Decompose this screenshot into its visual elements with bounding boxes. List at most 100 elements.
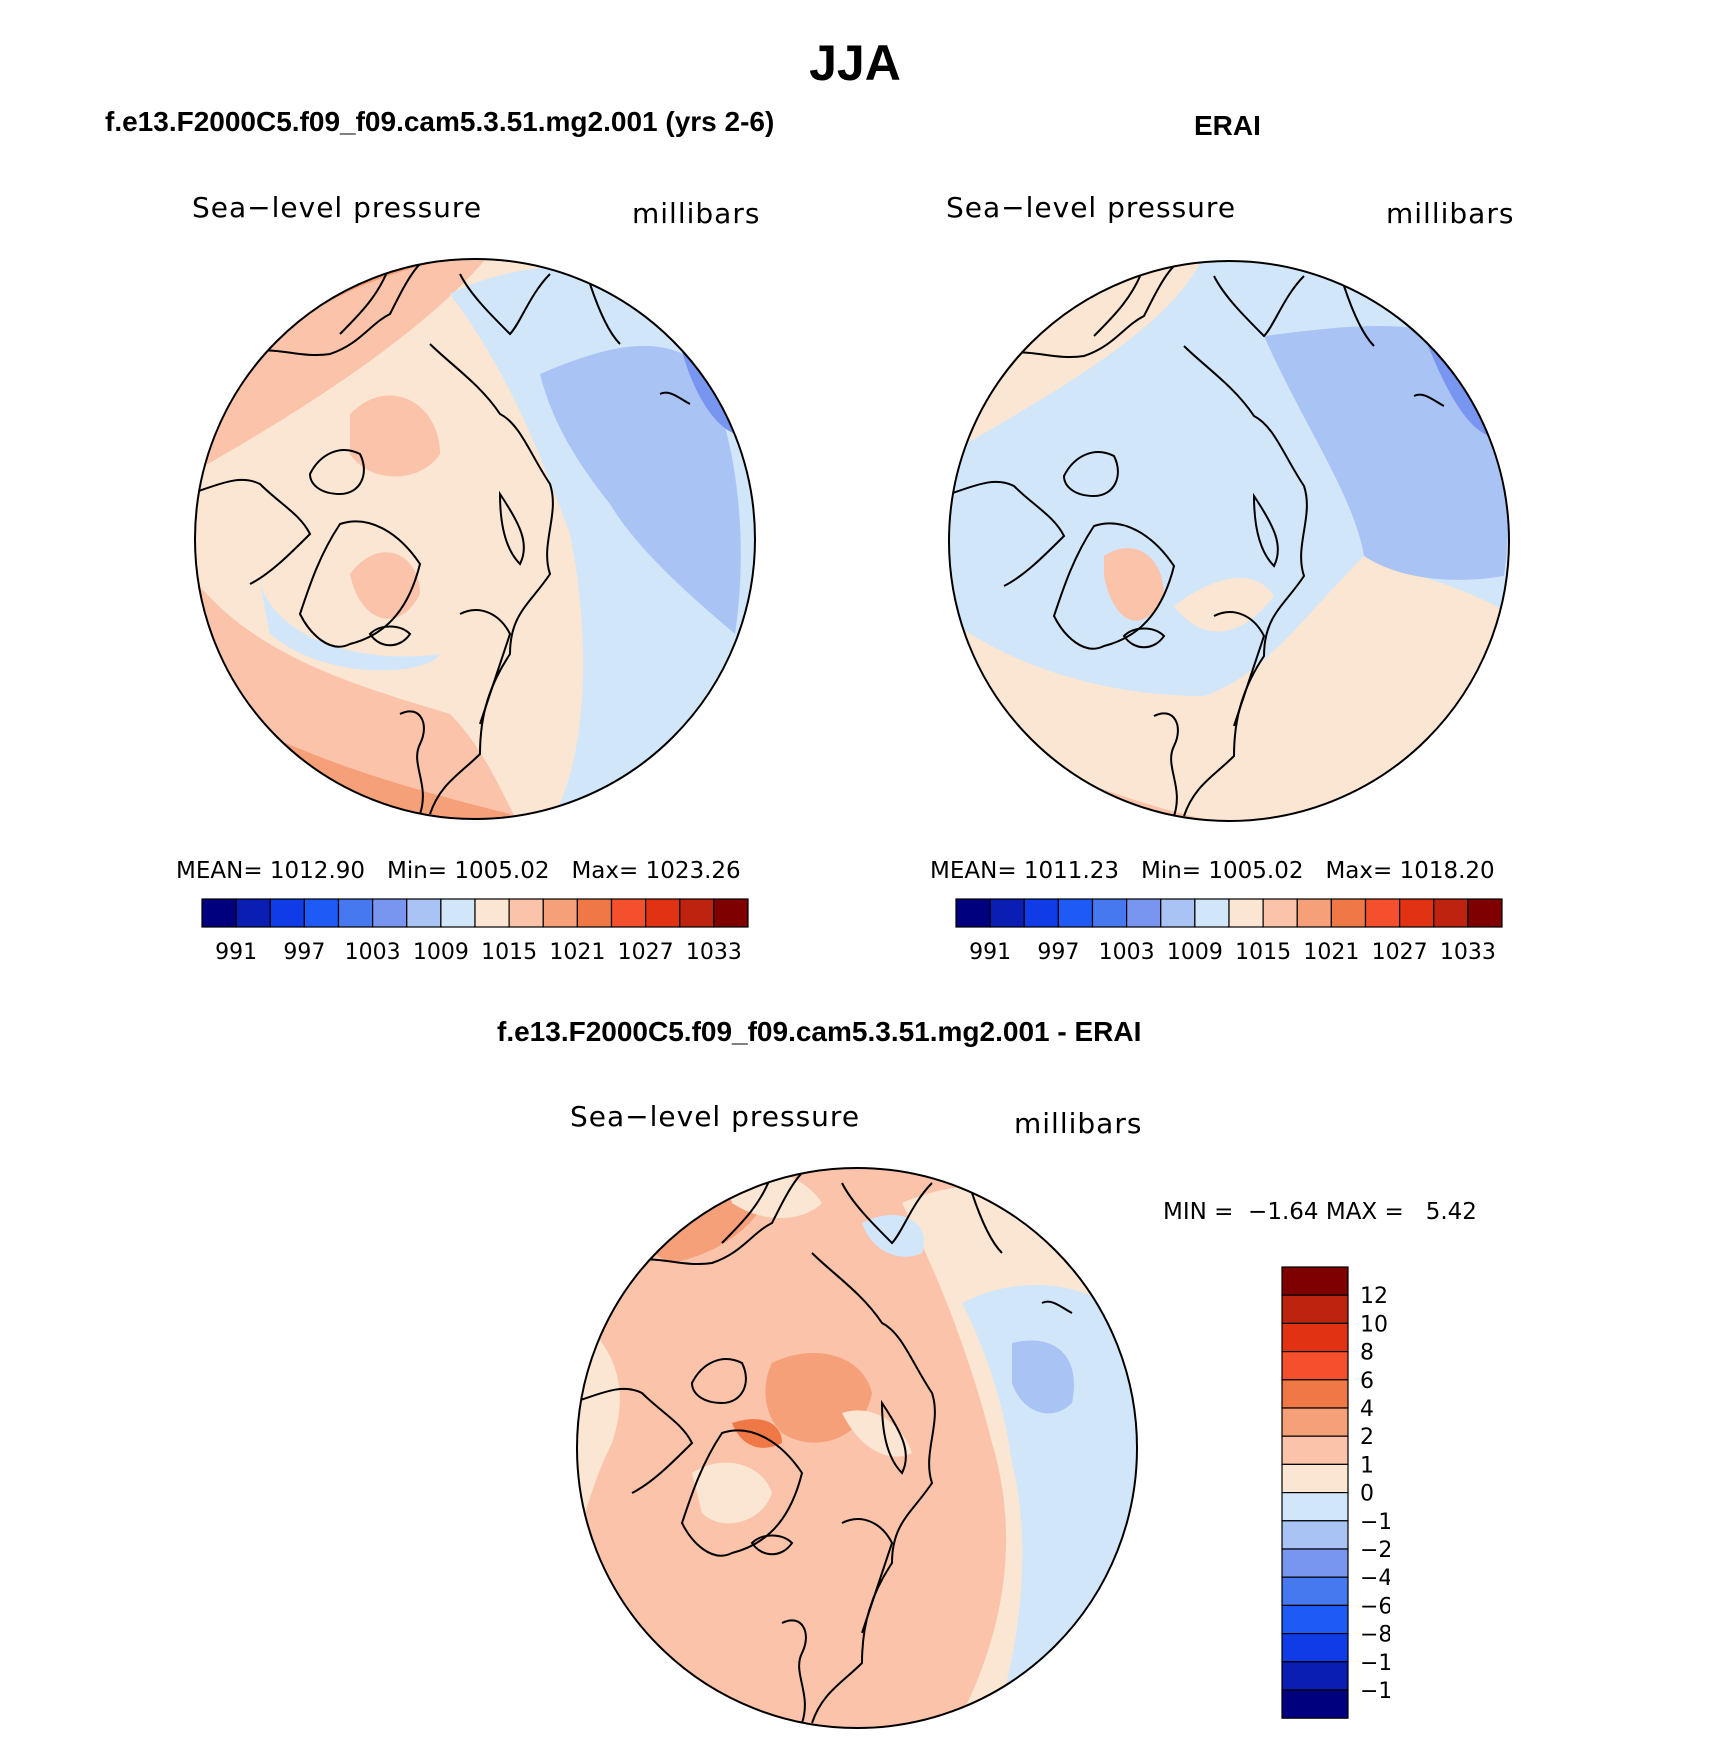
colorbar-tick-label: 991 bbox=[969, 940, 1011, 965]
panel-2-max-label: Max= bbox=[1325, 858, 1393, 884]
panel-2-units-label: millibars bbox=[1386, 197, 1515, 230]
colorbar-tick-label: 1015 bbox=[481, 940, 537, 965]
panel-1-units-label: millibars bbox=[632, 197, 761, 230]
panel-2-max-value: 1018.20 bbox=[1399, 858, 1495, 884]
panel-2-variable-label: Sea−level pressure bbox=[946, 191, 1237, 224]
colorbar-tick-label: 1033 bbox=[1440, 940, 1496, 965]
colorbar-box bbox=[610, 898, 647, 928]
panel-1-polar-map bbox=[194, 258, 756, 820]
colorbar-box bbox=[1281, 1322, 1349, 1353]
colorbar-box bbox=[1330, 898, 1367, 928]
diff-min-max: MIN = −1.64 MAX = 5.42 bbox=[1163, 1199, 1477, 1225]
colorbar-tick-label: 1021 bbox=[549, 940, 605, 965]
colorbar-tick-label: −1 bbox=[1360, 1510, 1390, 1535]
colorbar-box bbox=[235, 898, 271, 928]
colorbar-box bbox=[1281, 1407, 1349, 1437]
colorbar-box bbox=[1281, 1294, 1349, 1325]
colorbar-box bbox=[1262, 898, 1298, 928]
colorbar-tick-label: 12 bbox=[1360, 1284, 1388, 1309]
colorbar-tick-label: 6 bbox=[1360, 1369, 1374, 1394]
main-title: JJA bbox=[809, 35, 901, 91]
colorbar-box bbox=[201, 898, 237, 928]
diff-panel-units-label: millibars bbox=[1014, 1107, 1143, 1140]
panel-2-colorbar: 991 997 1003 1009 1015 1021 1027 1033 bbox=[955, 898, 1503, 965]
colorbar-box bbox=[576, 898, 613, 928]
colorbar-box bbox=[269, 898, 305, 928]
colorbar-box bbox=[1281, 1266, 1349, 1296]
colorbar-box bbox=[1126, 898, 1162, 928]
panel-2-min-label: Min= bbox=[1140, 858, 1202, 884]
colorbar-box bbox=[1281, 1689, 1349, 1719]
colorbar-box bbox=[1467, 898, 1503, 928]
panel-1-min-label: Min= bbox=[386, 858, 448, 884]
colorbar-box bbox=[1281, 1379, 1349, 1409]
colorbar-tick-label: 8 bbox=[1360, 1341, 1374, 1366]
colorbar-box bbox=[1228, 898, 1264, 928]
colorbar-tick-label: −12 bbox=[1360, 1679, 1390, 1704]
diff-polar-map bbox=[576, 1167, 1138, 1729]
panel-2-min-value: 1005.02 bbox=[1208, 858, 1304, 884]
colorbar-tick-label: 4 bbox=[1360, 1397, 1374, 1422]
panel-2-polar-map bbox=[948, 260, 1510, 822]
colorbar-box bbox=[1160, 898, 1196, 928]
panel-1-variable-label: Sea−level pressure bbox=[192, 191, 483, 224]
panel-1-mean-label: MEAN= bbox=[176, 858, 263, 884]
colorbar-tick-label: 1009 bbox=[1167, 940, 1223, 965]
colorbar-box bbox=[303, 898, 340, 928]
colorbar-box bbox=[1281, 1520, 1349, 1550]
diff-min-value: −1.64 bbox=[1248, 1199, 1319, 1225]
panel-1-max-label: Max= bbox=[571, 858, 639, 884]
colorbar-tick-label: 997 bbox=[1037, 940, 1079, 965]
colorbar-tick-label: 1015 bbox=[1235, 940, 1291, 965]
colorbar-tick-label: 10 bbox=[1360, 1312, 1388, 1337]
colorbar-box bbox=[508, 898, 544, 928]
diff-panel-title: f.e13.F2000C5.f09_f09.cam5.3.51.mg2.001 … bbox=[497, 1016, 1142, 1047]
panel-1-coastlines bbox=[195, 263, 691, 815]
colorbar-tick-label: 1033 bbox=[686, 940, 742, 965]
colorbar-tick-label: 1 bbox=[1360, 1453, 1374, 1478]
colorbar-tick-label: 1021 bbox=[1303, 940, 1359, 965]
colorbar-tick-label: −10 bbox=[1360, 1651, 1390, 1676]
colorbar-tick-label: −6 bbox=[1360, 1594, 1390, 1619]
colorbar-box bbox=[989, 898, 1025, 928]
colorbar-tick-label: 997 bbox=[283, 940, 325, 965]
diff-max-value: 5.42 bbox=[1425, 1199, 1477, 1225]
colorbar-tick-label: −8 bbox=[1360, 1623, 1390, 1648]
colorbar-tick-label: 991 bbox=[215, 940, 257, 965]
colorbar-box bbox=[1091, 898, 1128, 928]
diff-map-border bbox=[576, 1167, 1138, 1729]
colorbar-box bbox=[1023, 898, 1059, 928]
colorbar-tick-label: 1027 bbox=[1372, 940, 1428, 965]
panel-2-map-border bbox=[948, 260, 1510, 822]
panel-2-mean-label: MEAN= bbox=[930, 858, 1017, 884]
colorbar-box bbox=[1433, 898, 1469, 928]
panel-1-stats: MEAN= 1012.90 Min= 1005.02 Max= 1023.26 bbox=[176, 858, 741, 884]
colorbar-box bbox=[1281, 1661, 1349, 1691]
colorbar-box bbox=[1399, 898, 1435, 928]
colorbar-box bbox=[645, 898, 681, 928]
colorbar-box bbox=[1194, 898, 1230, 928]
panel-1-colorbar: 991 997 1003 1009 1015 1021 1027 1033 bbox=[201, 898, 749, 965]
colorbar-box bbox=[1296, 898, 1332, 928]
panel-1-max-value: 1023.26 bbox=[645, 858, 741, 884]
colorbar-box bbox=[1281, 1604, 1349, 1635]
colorbar-tick-label: −2 bbox=[1360, 1538, 1390, 1563]
colorbar-box bbox=[440, 898, 476, 928]
colorbar-box bbox=[713, 898, 749, 928]
panel-1-mean-value: 1012.90 bbox=[269, 858, 366, 884]
colorbar-box bbox=[1281, 1492, 1349, 1522]
colorbar-box bbox=[1281, 1633, 1349, 1663]
panel-1-map-border bbox=[194, 258, 756, 820]
panel-2-coastlines bbox=[949, 265, 1445, 817]
panel-1-min-value: 1005.02 bbox=[454, 858, 550, 884]
colorbar-box bbox=[1281, 1435, 1349, 1465]
colorbar-box bbox=[406, 898, 442, 928]
colorbar-tick-label: 2 bbox=[1360, 1425, 1374, 1450]
colorbar-box bbox=[542, 898, 578, 928]
colorbar-tick-label: 1027 bbox=[618, 940, 674, 965]
diff-panel-variable-label: Sea−level pressure bbox=[570, 1100, 861, 1133]
diff-coastlines bbox=[577, 1172, 1073, 1724]
panel-2-mean-value: 1011.23 bbox=[1023, 858, 1120, 884]
colorbar-tick-label: 0 bbox=[1360, 1482, 1374, 1507]
